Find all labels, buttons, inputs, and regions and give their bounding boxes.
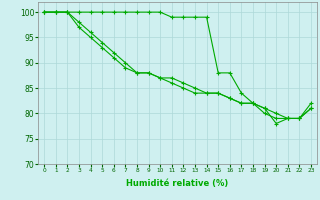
X-axis label: Humidité relative (%): Humidité relative (%) bbox=[126, 179, 229, 188]
